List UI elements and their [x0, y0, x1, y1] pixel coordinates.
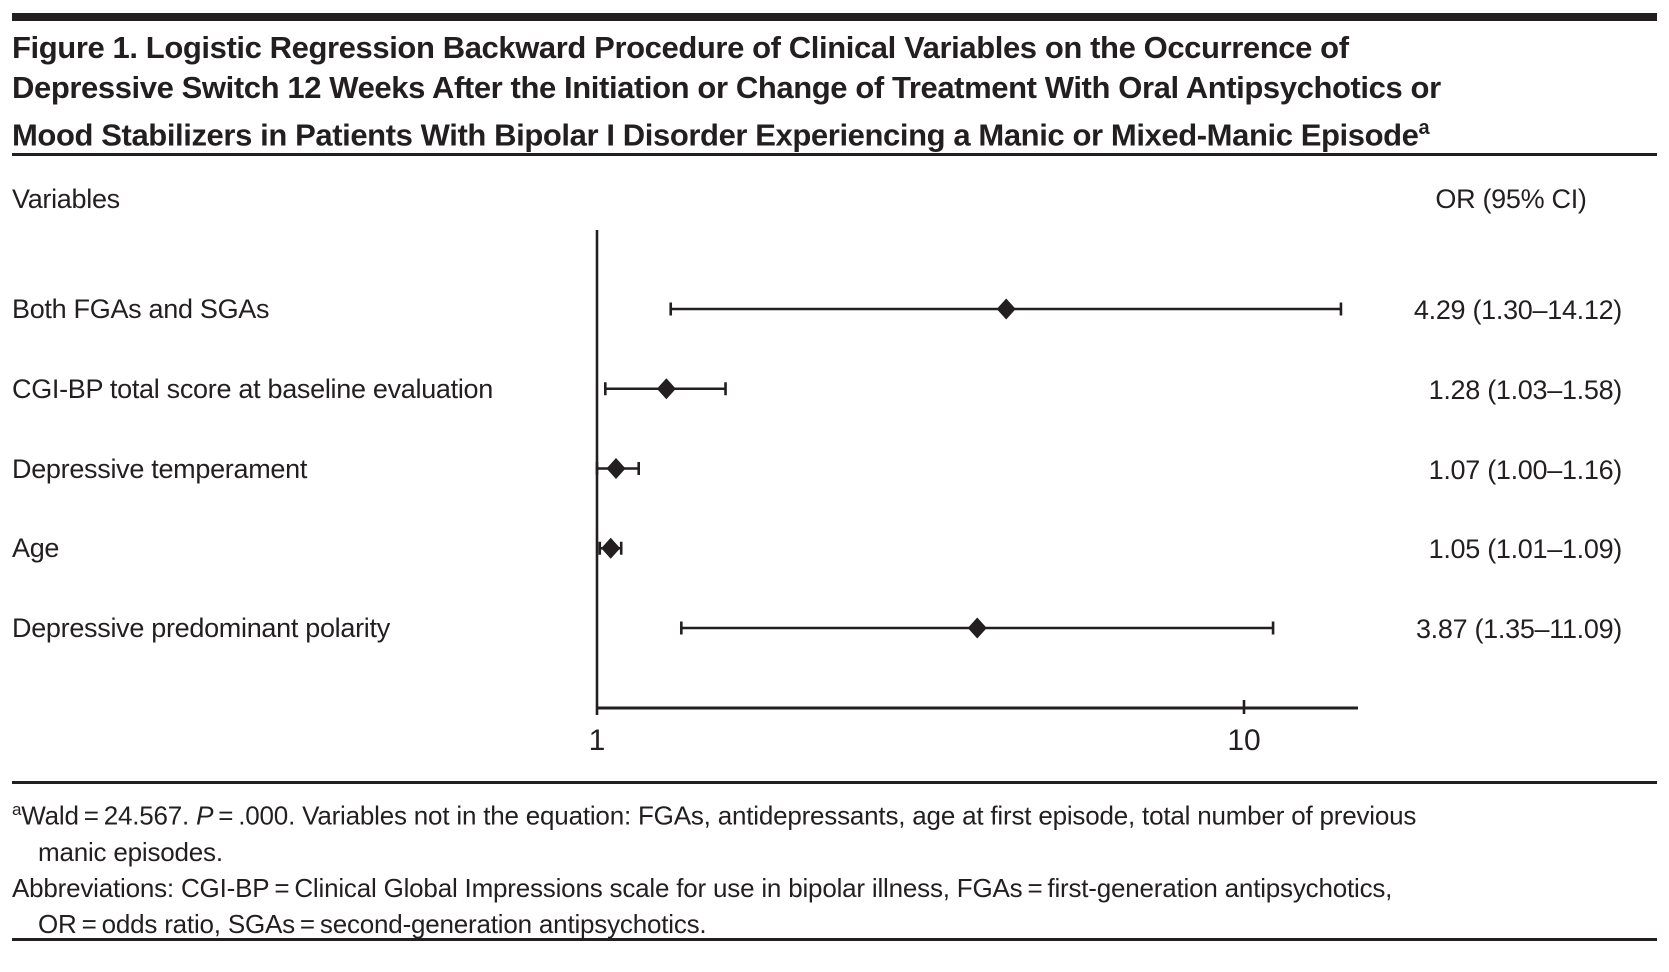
row-or-ci-value: 3.87 (1.35–11.09): [1415, 614, 1622, 644]
variables-column-header: Variables: [12, 184, 120, 214]
footnotes: aWald = 24.567. P = .000. Variables not …: [12, 792, 1662, 942]
row-label: CGI-BP total score at baseline evaluatio…: [12, 373, 493, 404]
row-label: Age: [12, 533, 60, 564]
footnote-line-4: OR = odds ratio, SGAs = second-generatio…: [38, 908, 707, 939]
or-diamond: [967, 617, 987, 639]
bottom-rule: [12, 938, 1657, 941]
row-label: Depressive predominant polarity: [12, 613, 390, 643]
or-diamond: [601, 537, 621, 559]
row-or-ci-value: 1.05 (1.01–1.09): [1428, 534, 1623, 565]
row-or-ci-value: 4.29 (1.30–14.12): [1413, 295, 1622, 325]
or-diamond: [656, 378, 676, 400]
x-tick-label-1: 1: [588, 724, 606, 757]
footnote-text: = .000. Variables not in the equation: F…: [213, 800, 1417, 831]
or-ci-column-header: OR (95% CI): [1435, 184, 1587, 214]
row-or-ci-value: 1.07 (1.00–1.16): [1428, 454, 1623, 485]
forest-row-4: [680, 617, 1275, 639]
footnote-line-2: manic episodes.: [38, 836, 223, 867]
footnote-line-1: aWald = 24.567. P = .000. Variables not …: [12, 792, 1662, 834]
figure-title-line-3-text: Mood Stabilizers in Patients With Bipola…: [12, 117, 1419, 153]
figure-title: Figure 1. Logistic Regression Backward P…: [12, 28, 1662, 155]
top-rule-thick: [12, 13, 1657, 21]
title-divider-rule: [12, 153, 1657, 156]
row-or-ci-value: 1.28 (1.03–1.58): [1428, 374, 1623, 405]
figure-title-line-2: Depressive Switch 12 Weeks After the Ini…: [12, 70, 1441, 105]
footnote-marker-a: a: [12, 800, 22, 819]
title-footnote-marker: a: [1418, 117, 1430, 139]
row-label: Both FGAs and SGAs: [12, 294, 270, 324]
forest-row-1: [604, 378, 727, 400]
figure-title-line-3: Mood Stabilizers in Patients With Bipola…: [12, 108, 1662, 155]
or-diamond: [606, 458, 626, 479]
footnote-line-3: Abbreviations: CGI-BP = Clinical Global …: [12, 872, 1393, 903]
figure-title-line-1: Figure 1. Logistic Regression Backward P…: [12, 30, 1349, 65]
footnote-text: Wald = 24.567.: [21, 800, 197, 831]
forest-row-2: [595, 458, 641, 479]
forest-row-0: [669, 298, 1343, 320]
x-tick-label-10: 10: [1227, 724, 1261, 757]
footnote-divider-rule: [12, 781, 1657, 784]
footnote-p-italic: P: [196, 800, 214, 831]
forest-row-3: [598, 537, 623, 559]
row-label: Depressive temperament: [12, 453, 308, 484]
or-diamond: [996, 298, 1016, 320]
